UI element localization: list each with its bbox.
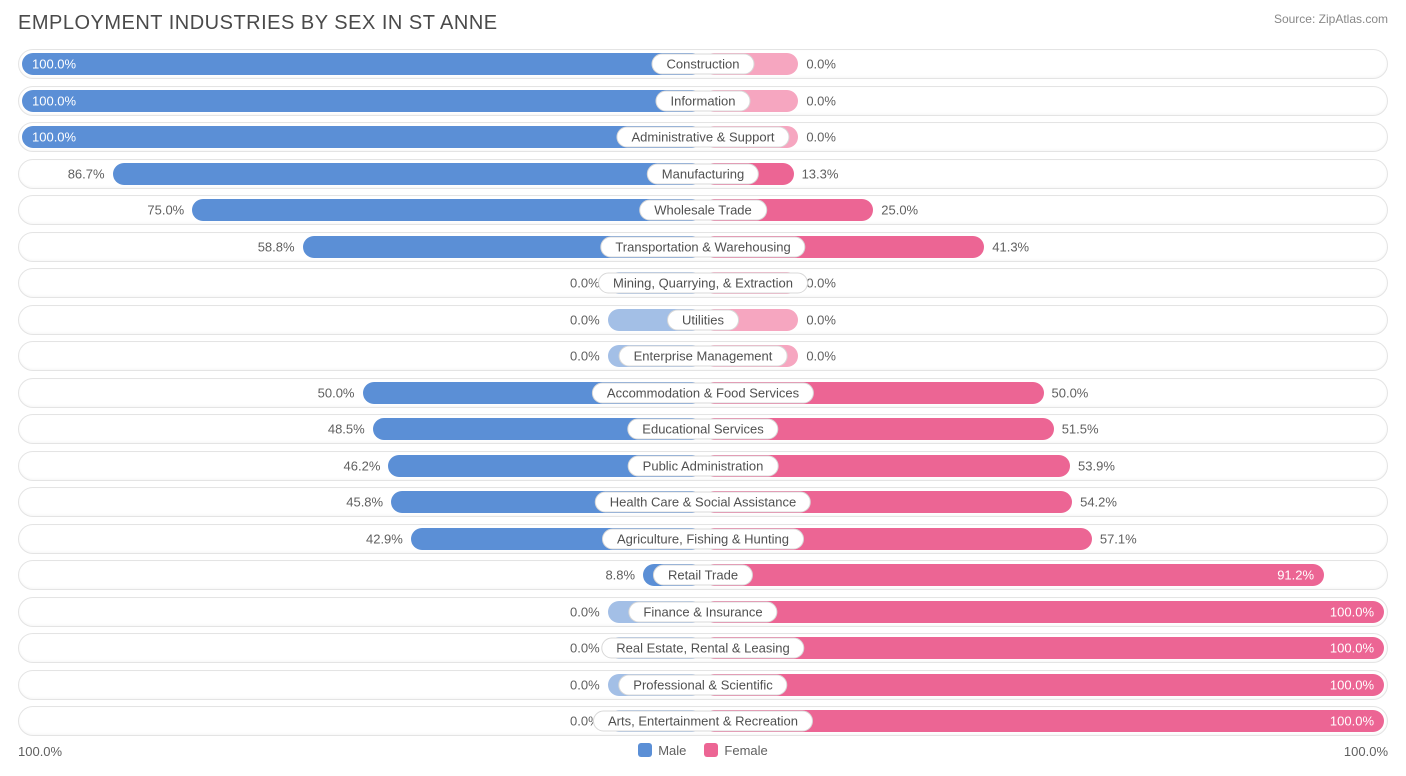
chart-row: 0.0%100.0%Arts, Entertainment & Recreati… [18, 706, 1388, 736]
male-bar [22, 90, 703, 112]
chart-row: 75.0% 25.0% Wholesale Trade [18, 195, 1388, 225]
chart-row: 46.2% 53.9% Public Administration [18, 451, 1388, 481]
chart-row: 0.0% 0.0% Utilities [18, 305, 1388, 335]
male-pct-label: 100.0% [32, 57, 76, 72]
male-pct-label: 0.0% [570, 349, 600, 364]
female-bar [703, 674, 1384, 696]
female-pct-label: 100.0% [1330, 641, 1374, 656]
legend-male-label: Male [658, 743, 686, 758]
legend-male: Male [638, 743, 686, 758]
male-bar [22, 53, 703, 75]
female-pct-label: 100.0% [1330, 714, 1374, 729]
male-pct-label: 45.8% [346, 495, 383, 510]
male-pct-label: 50.0% [318, 385, 355, 400]
category-label: Construction [652, 54, 755, 75]
male-bar [22, 126, 703, 148]
category-label: Arts, Entertainment & Recreation [593, 711, 813, 732]
female-pct-label: 25.0% [881, 203, 918, 218]
chart-body: 100.0% 0.0% Construction 100.0% 0.0% Informat… [18, 49, 1388, 736]
female-pct-label: 0.0% [806, 349, 836, 364]
axis-left-label: 100.0% [18, 744, 62, 759]
male-bar [192, 199, 703, 221]
female-pct-label: 51.5% [1062, 422, 1099, 437]
male-pct-label: 42.9% [366, 531, 403, 546]
female-pct-label: 100.0% [1330, 604, 1374, 619]
male-pct-label: 75.0% [147, 203, 184, 218]
legend-female: Female [704, 743, 767, 758]
chart-row: 48.5% 51.5% Educational Services [18, 414, 1388, 444]
female-pct-label: 100.0% [1330, 677, 1374, 692]
chart-title: EMPLOYMENT INDUSTRIES BY SEX IN ST ANNE [18, 12, 498, 35]
category-label: Enterprise Management [619, 346, 788, 367]
female-pct-label: 53.9% [1078, 458, 1115, 473]
male-pct-label: 100.0% [32, 130, 76, 145]
category-label: Wholesale Trade [639, 200, 767, 221]
female-pct-label: 0.0% [806, 93, 836, 108]
male-pct-label: 0.0% [570, 641, 600, 656]
category-label: Mining, Quarrying, & Extraction [598, 273, 808, 294]
category-label: Utilities [667, 309, 739, 330]
male-pct-label: 0.0% [570, 677, 600, 692]
category-label: Educational Services [627, 419, 778, 440]
female-pct-label: 54.2% [1080, 495, 1117, 510]
female-pct-label: 13.3% [802, 166, 839, 181]
female-pct-label: 0.0% [806, 312, 836, 327]
category-label: Real Estate, Rental & Leasing [601, 638, 804, 659]
category-label: Retail Trade [653, 565, 753, 586]
female-pct-label: 50.0% [1052, 385, 1089, 400]
category-label: Transportation & Warehousing [600, 236, 805, 257]
chart-row: 0.0% 100.0% Professional & Scientific [18, 670, 1388, 700]
chart-row: 45.8% 54.2% Health Care & Social Assistanc… [18, 487, 1388, 517]
male-pct-label: 58.8% [258, 239, 295, 254]
female-pct-label: 0.0% [806, 276, 836, 291]
category-label: Agriculture, Fishing & Hunting [602, 528, 804, 549]
male-pct-label: 0.0% [570, 604, 600, 619]
female-pct-label: 0.0% [806, 57, 836, 72]
male-pct-label: 46.2% [344, 458, 381, 473]
chart-row: 50.0% 50.0% Accommodation & Food Services [18, 378, 1388, 408]
chart-row: 58.8% 41.3% Transportation & Warehousing [18, 232, 1388, 262]
chart-row: 0.0% 100.0% Finance & Insurance [18, 597, 1388, 627]
female-bar [703, 637, 1384, 659]
chart-footer: 100.0% Male Female 100.0% [18, 743, 1388, 761]
male-bar [113, 163, 703, 185]
category-label: Administrative & Support [616, 127, 789, 148]
chart-row: 100.0% 0.0% Administrative & Support [18, 122, 1388, 152]
chart-row: 42.9% 57.1% Agriculture, Fishing & Hunting [18, 524, 1388, 554]
chart-source: Source: ZipAtlas.com [1274, 12, 1388, 26]
female-pct-label: 91.2% [1277, 568, 1314, 583]
female-bar [703, 564, 1324, 586]
legend-male-swatch [638, 743, 652, 757]
category-label: Public Administration [628, 455, 779, 476]
female-bar [703, 601, 1384, 623]
chart-row: 100.0% 0.0% Information [18, 86, 1388, 116]
legend-female-label: Female [724, 743, 767, 758]
male-pct-label: 0.0% [570, 276, 600, 291]
chart-row: 100.0% 0.0% Construction [18, 49, 1388, 79]
category-label: Accommodation & Food Services [592, 382, 814, 403]
category-label: Manufacturing [647, 163, 759, 184]
chart-row: 0.0% 100.0% Real Estate, Rental & Leasing [18, 633, 1388, 663]
category-label: Information [655, 90, 750, 111]
male-pct-label: 100.0% [32, 93, 76, 108]
chart-row: 0.0% 0.0%Mining, Quarrying, & Extraction [18, 268, 1388, 298]
female-pct-label: 57.1% [1100, 531, 1137, 546]
category-label: Professional & Scientific [618, 674, 787, 695]
chart-row: 86.7% 13.3% Manufacturing [18, 159, 1388, 189]
category-label: Finance & Insurance [628, 601, 777, 622]
category-label: Health Care & Social Assistance [595, 492, 811, 513]
male-pct-label: 0.0% [570, 312, 600, 327]
male-pct-label: 48.5% [328, 422, 365, 437]
female-pct-label: 41.3% [992, 239, 1029, 254]
male-pct-label: 86.7% [68, 166, 105, 181]
chart-row: 8.8% 91.2% Retail Trade [18, 560, 1388, 590]
female-pct-label: 0.0% [806, 130, 836, 145]
legend: Male Female [62, 743, 1344, 761]
chart-row: 0.0% 0.0% Enterprise Management [18, 341, 1388, 371]
chart-header: EMPLOYMENT INDUSTRIES BY SEX IN ST ANNE … [18, 12, 1388, 35]
axis-right-label: 100.0% [1344, 744, 1388, 759]
legend-female-swatch [704, 743, 718, 757]
male-pct-label: 8.8% [605, 568, 635, 583]
